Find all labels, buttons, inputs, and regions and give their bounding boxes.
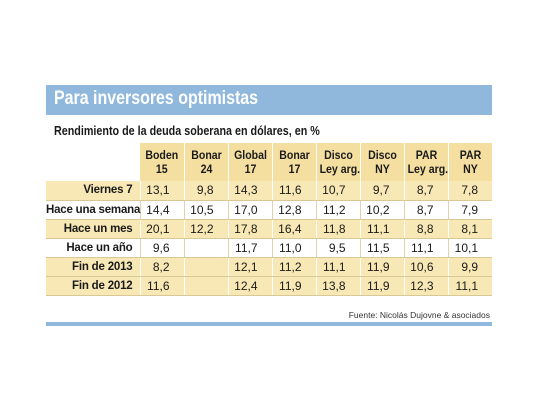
table-row: Hace una semana 14,4 10,5 17,0 12,8 11,2… — [46, 200, 492, 220]
table-cell: 9,9 — [447, 257, 492, 277]
table-cell: 8,7 — [403, 181, 448, 201]
table-cell: 8,1 — [447, 219, 492, 239]
table-cell: 10,5 — [183, 200, 228, 220]
table-row: Hace un año 9,6 11,7 11,0 9,5 11,5 11,1 … — [46, 238, 492, 258]
row-label: Viernes 7 — [46, 181, 140, 201]
row-label: Fin de 2013 — [46, 257, 140, 277]
table-row: Viernes 7 13,1 9,8 14,3 11,6 10,7 9,7 8,… — [46, 181, 492, 201]
column-header: Bonar 24 — [184, 143, 229, 181]
table-cell: 7,9 — [447, 200, 492, 220]
table-cell: 9,8 — [183, 181, 228, 201]
table-cell: 11,6 — [271, 181, 316, 201]
table-cell: 20,1 — [139, 219, 184, 239]
table-cell: 11,9 — [271, 276, 316, 296]
table-cell: 7,8 — [447, 181, 492, 201]
table-cell: 11,9 — [359, 276, 404, 296]
table-cell: 8,2 — [139, 257, 184, 277]
table-row: Fin de 2012 11,6 12,4 11,9 13,8 11,9 12,… — [46, 276, 492, 296]
table-cell: 12,8 — [271, 200, 316, 220]
table-cell — [183, 257, 228, 277]
row-label: Hace un año — [46, 238, 140, 258]
table-cell: 11,1 — [447, 276, 492, 296]
column-header: Global 17 — [228, 143, 273, 181]
table-cell: 17,8 — [227, 219, 272, 239]
table-cell: 10,6 — [403, 257, 448, 277]
table-cell: 11,2 — [315, 200, 360, 220]
table-cell: 11,2 — [271, 257, 316, 277]
page-title: Para inversores optimistas — [54, 88, 259, 109]
column-header: Disco Ley arg. — [316, 143, 361, 181]
table-cell: 10,7 — [315, 181, 360, 201]
table-cell: 11,7 — [227, 238, 272, 258]
table-cell: 12,4 — [227, 276, 272, 296]
row-label: Hace una semana — [46, 200, 140, 220]
table-cell: 11,8 — [315, 219, 360, 239]
table-subtitle: Rendimiento de la deuda soberana en dóla… — [54, 124, 320, 138]
table-cell: 12,2 — [183, 219, 228, 239]
column-header: PAR NY — [448, 143, 493, 181]
table-cell: 11,6 — [139, 276, 184, 296]
table-cell — [183, 276, 228, 296]
header-corner — [46, 143, 140, 181]
table-cell: 11,1 — [359, 219, 404, 239]
table-cell: 11,5 — [359, 238, 404, 258]
table-row: Hace un mes 20,1 12,2 17,8 16,4 11,8 11,… — [46, 219, 492, 239]
table-cell: 8,8 — [403, 219, 448, 239]
table-cell: 11,9 — [359, 257, 404, 277]
table-row: Fin de 2013 8,2 12,1 11,2 11,1 11,9 10,6… — [46, 257, 492, 277]
column-header: Disco NY — [360, 143, 405, 181]
table-cell: 16,4 — [271, 219, 316, 239]
row-label: Fin de 2012 — [46, 276, 140, 296]
table-cell: 12,1 — [227, 257, 272, 277]
table-cell: 9,5 — [315, 238, 360, 258]
table-cell: 8,7 — [403, 200, 448, 220]
source-note: Fuente: Nicolás Dujovne & asociados — [348, 310, 490, 320]
title-banner: Para inversores optimistas — [46, 85, 492, 115]
column-header: Boden 15 — [140, 143, 185, 181]
column-header: PAR Ley arg. — [404, 143, 449, 181]
table-cell: 10,2 — [359, 200, 404, 220]
table-cell: 11,1 — [315, 257, 360, 277]
table-cell: 9,7 — [359, 181, 404, 201]
table-cell: 13,8 — [315, 276, 360, 296]
footer-bar — [46, 322, 492, 326]
table-cell: 13,1 — [139, 181, 184, 201]
table-cell — [183, 238, 228, 258]
table-cell: 10,1 — [447, 238, 492, 258]
table-cell: 11,1 — [403, 238, 448, 258]
row-label: Hace un mes — [46, 219, 140, 239]
yield-table: Boden 15 Bonar 24 Global 17 Bonar 17 Disco Le… — [46, 143, 493, 296]
table-cell: 11,0 — [271, 238, 316, 258]
table-cell: 14,3 — [227, 181, 272, 201]
table-cell: 9,6 — [139, 238, 184, 258]
header-row: Boden 15 Bonar 24 Global 17 Bonar 17 Disco Le… — [46, 143, 493, 181]
column-header: Bonar 17 — [272, 143, 317, 181]
table-cell: 17,0 — [227, 200, 272, 220]
table-cell: 14,4 — [139, 200, 184, 220]
table-cell: 12,3 — [403, 276, 448, 296]
